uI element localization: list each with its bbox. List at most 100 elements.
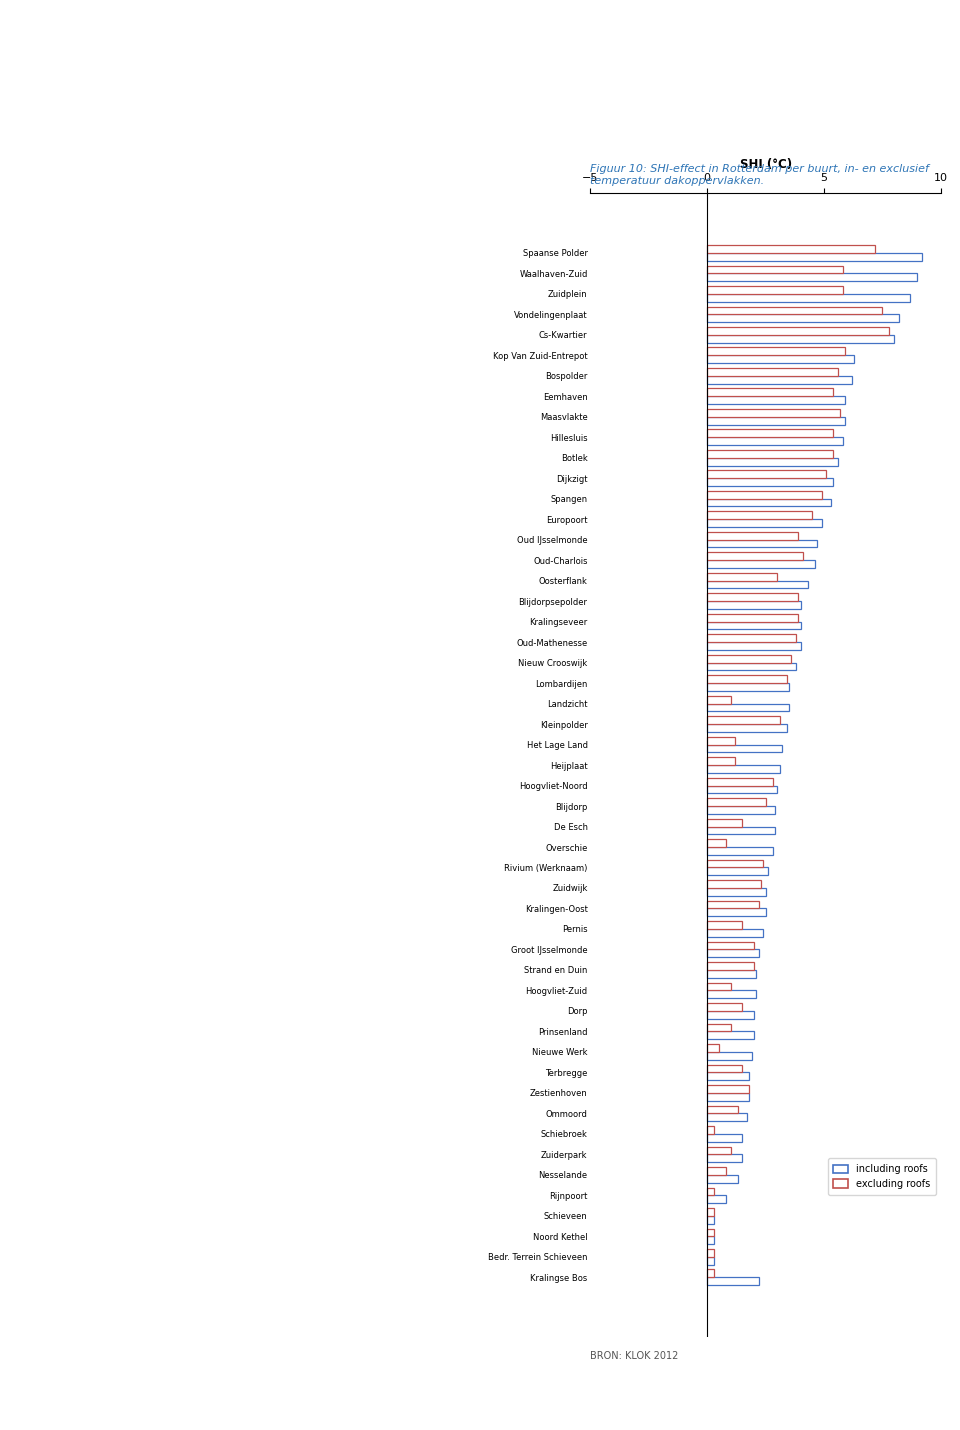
Bar [708,908,765,917]
Bar [708,1093,749,1101]
Bar [708,930,763,937]
Bar [708,1134,742,1141]
Bar [708,532,799,539]
Bar [708,512,812,519]
Bar [708,819,742,827]
Bar [708,859,763,868]
Bar [708,655,791,662]
Bar [708,901,758,908]
Bar [708,1248,714,1257]
Bar [708,1154,742,1163]
Bar [708,1024,731,1031]
Bar [708,409,840,416]
Bar [708,1064,742,1072]
Bar [708,273,918,282]
Bar [708,1257,714,1264]
Bar [708,724,786,732]
Bar [708,335,894,343]
Bar [708,807,775,814]
Bar [708,306,882,315]
Bar [708,758,735,765]
Bar [708,921,742,930]
Bar [708,950,758,957]
Bar [708,736,735,745]
Bar [708,519,822,528]
Bar [708,778,773,785]
Bar [708,315,899,322]
Bar [708,785,778,794]
Bar [708,293,910,302]
Bar [708,970,756,978]
Bar [708,1216,714,1224]
Bar [708,539,817,548]
Bar [708,888,765,895]
Bar [708,458,838,466]
Bar [708,765,780,772]
Bar [708,1031,754,1040]
Bar [708,1208,714,1216]
Bar [708,416,845,425]
Bar [708,1237,714,1244]
Text: BRON: KLOK 2012: BRON: KLOK 2012 [590,1351,679,1361]
Bar [708,499,831,506]
Bar [708,745,782,752]
Bar [708,266,843,273]
Bar [708,1270,714,1277]
Bar [708,1167,726,1175]
Bar [708,573,778,581]
Bar [708,470,827,478]
Bar [708,245,876,253]
Bar [708,962,754,970]
Bar [708,1175,737,1183]
Bar [708,1277,758,1286]
Bar [708,1072,749,1080]
Bar [708,429,833,438]
Bar [708,552,803,561]
Bar [708,642,801,649]
Bar [708,450,833,458]
Bar [708,847,773,855]
Bar [708,1085,749,1093]
Bar [708,327,889,335]
Bar [708,601,801,609]
Bar [708,942,754,950]
Bar [708,991,756,998]
Bar [708,561,815,568]
Bar [708,982,731,991]
Bar [708,613,799,622]
Bar [708,827,775,834]
Bar [708,716,780,724]
Bar [708,1147,731,1154]
Bar [708,286,843,293]
Bar [708,1228,714,1237]
Bar [708,1114,747,1121]
Bar [708,581,807,588]
Bar [708,1187,714,1195]
Bar [708,355,854,363]
Bar [708,622,801,629]
Bar [708,490,822,499]
Bar [708,376,852,383]
Bar [708,1044,719,1052]
Bar [708,696,731,704]
Bar [708,396,845,405]
Bar [708,635,796,642]
Bar [708,389,833,396]
Bar [708,839,726,847]
Legend: including roofs, excluding roofs: including roofs, excluding roofs [828,1158,936,1195]
Bar [708,662,796,671]
Bar [708,675,786,684]
Bar [708,1011,754,1018]
Bar [708,347,845,355]
Bar [708,1195,726,1203]
Bar [708,478,833,486]
Bar [708,881,761,888]
Bar [708,1002,742,1011]
X-axis label: SHI (°C): SHI (°C) [739,157,792,170]
Bar [708,1125,714,1134]
Bar [708,798,765,807]
Bar [708,704,789,711]
Bar [708,438,843,445]
Bar [708,868,768,875]
Text: Figuur 10: SHI-effect in Rotterdam per buurt, in- en exclusief
temperatuur dakop: Figuur 10: SHI-effect in Rotterdam per b… [590,164,929,186]
